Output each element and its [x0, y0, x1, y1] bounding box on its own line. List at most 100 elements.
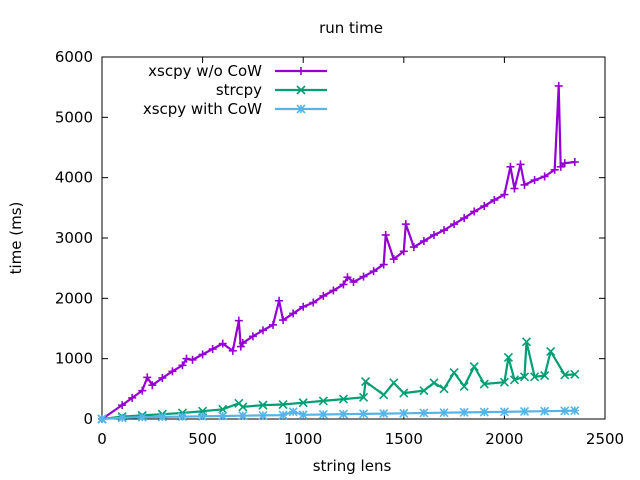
data-point [450, 220, 459, 229]
data-point [540, 370, 550, 381]
data-point [361, 377, 371, 387]
data-point [560, 159, 569, 168]
data-point [118, 401, 127, 410]
data-point [137, 412, 147, 422]
data-point [329, 286, 338, 295]
data-point [234, 316, 243, 325]
data-point [188, 355, 197, 364]
data-point [530, 372, 540, 382]
data-point [218, 404, 228, 414]
data-point [399, 388, 409, 398]
data-point [459, 407, 469, 417]
x-ticks: 0 500 1000 1500 2000 2500 [97, 57, 624, 448]
data-point [459, 381, 469, 391]
data-point [97, 414, 107, 424]
legend-marker [296, 104, 306, 114]
data-point [546, 346, 556, 356]
data-point [228, 346, 237, 355]
data-point [419, 386, 429, 396]
series-line [101, 340, 575, 421]
data-point [258, 410, 268, 420]
data-point [258, 400, 268, 410]
data-point [469, 361, 479, 372]
data-point [278, 399, 288, 410]
data-point [279, 316, 288, 325]
series-3 [97, 405, 580, 424]
data-point [359, 272, 368, 281]
data-point [238, 338, 247, 347]
data-point [358, 392, 369, 402]
data-point [128, 393, 137, 402]
data-point [177, 412, 188, 422]
data-point [178, 361, 187, 370]
data-point [275, 296, 284, 305]
series-layer [97, 81, 580, 424]
data-point [521, 337, 532, 347]
data-point [570, 405, 580, 416]
data-point [519, 406, 530, 417]
data-point [540, 172, 549, 181]
data-point [490, 195, 499, 204]
y-tick-label: 1000 [55, 350, 93, 368]
data-point [168, 367, 177, 376]
data-point [319, 291, 328, 300]
data-point [157, 412, 167, 422]
data-point [198, 411, 208, 421]
data-point [439, 384, 449, 394]
data-point [298, 410, 308, 420]
data-point [519, 372, 530, 382]
y-tick-label: 6000 [55, 48, 93, 66]
x-tick-label: 2000 [485, 430, 523, 448]
y-tick-label: 4000 [55, 169, 93, 187]
data-point [258, 326, 267, 335]
data-point [509, 375, 520, 385]
x-tick-label: 500 [188, 430, 217, 448]
data-point [439, 408, 449, 418]
chart-title: run time [319, 19, 383, 37]
x-tick-label: 1000 [284, 430, 322, 448]
data-point [520, 180, 529, 189]
y-tick-label: 5000 [55, 108, 93, 126]
data-point [429, 378, 439, 388]
data-point [339, 280, 348, 289]
data-point [218, 339, 227, 348]
data-point [238, 411, 248, 421]
data-point [499, 407, 509, 417]
data-point [419, 237, 428, 246]
data-point [560, 406, 570, 416]
data-point [570, 157, 579, 166]
data-point [480, 202, 489, 211]
data-point [158, 373, 167, 382]
y-tick-label: 2000 [55, 289, 93, 307]
data-point [238, 402, 248, 412]
legend-marker [297, 67, 305, 75]
data-point [143, 373, 152, 382]
legend-label: xscpy w/o CoW [148, 62, 262, 80]
data-point [298, 398, 308, 408]
x-tick-label: 0 [97, 430, 107, 448]
legend-label: strcpy [216, 81, 262, 99]
data-point [540, 406, 550, 416]
data-point [399, 247, 408, 256]
data-point [381, 230, 390, 239]
data-point [269, 320, 278, 329]
data-point [389, 378, 399, 388]
legend-label: xscpy with CoW [143, 100, 262, 118]
data-point [429, 230, 438, 239]
data-point [560, 370, 570, 380]
data-point [318, 409, 328, 420]
data-point [208, 345, 217, 354]
data-point [138, 386, 147, 395]
data-point [401, 220, 410, 229]
data-point [503, 352, 513, 363]
data-point [399, 408, 409, 418]
data-point [349, 278, 358, 287]
series-1 [98, 81, 579, 423]
data-point [530, 176, 539, 185]
data-point [338, 409, 349, 419]
data-point [516, 160, 525, 169]
data-point [318, 396, 328, 406]
data-point [198, 350, 207, 359]
